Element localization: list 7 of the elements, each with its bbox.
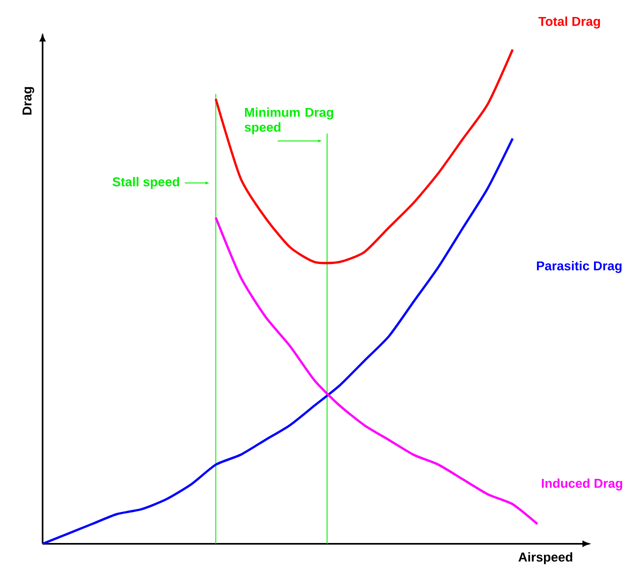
- y-axis-title: Drag: [22, 86, 34, 114]
- text: Parasitic Drag: [536, 260, 622, 273]
- text: Stall speed: [112, 176, 180, 189]
- text: Induced Drag: [542, 478, 622, 490]
- text: Minimum Drag speed: [244, 107, 334, 134]
- text: Total Drag: [538, 16, 600, 28]
- x-axis-title: Airspeed: [518, 552, 572, 564]
